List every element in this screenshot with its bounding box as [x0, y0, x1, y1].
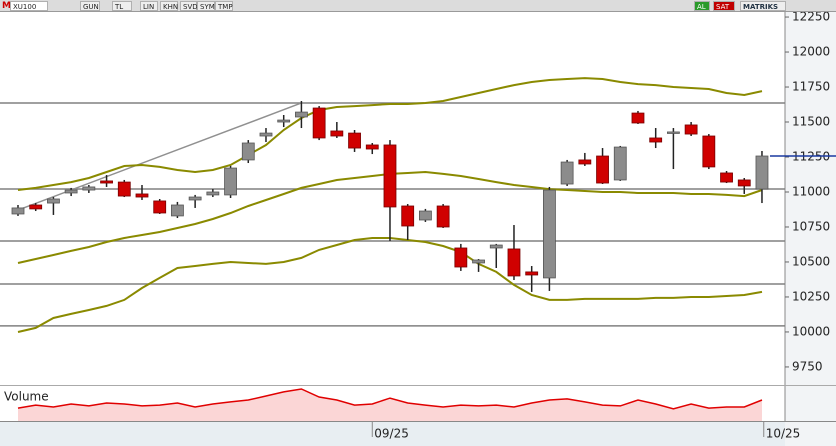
candle-body: [419, 210, 432, 221]
y-tick-label: 11500: [792, 115, 830, 129]
candle-body: [206, 191, 220, 196]
toolbar-button[interactable]: TL: [112, 1, 132, 11]
candle-body: [171, 204, 184, 217]
toolbar-button[interactable]: M: [2, 1, 11, 11]
candle-body: [241, 142, 255, 161]
candle-body: [224, 167, 237, 196]
candle-body: [684, 124, 698, 135]
candle-body: [383, 144, 397, 208]
candle-body: [489, 244, 503, 249]
toolbar-button[interactable]: SVD: [180, 1, 198, 11]
candle-body: [11, 207, 25, 215]
candle-body: [100, 180, 113, 184]
candle-body: [82, 186, 96, 191]
y-tick-label: 10000: [792, 324, 830, 338]
candle-body: [543, 189, 556, 279]
bollinger-upper: [17, 77, 763, 191]
y-tick-label: 10500: [792, 254, 830, 268]
y-tick-label: 11750: [792, 80, 830, 94]
candle-body: [259, 132, 273, 137]
volume-line: [17, 388, 763, 410]
candle-body: [330, 130, 344, 137]
x-tick-label: 10/25: [766, 427, 801, 441]
candle-body: [720, 172, 733, 183]
candle-body: [295, 111, 308, 118]
candle-body: [454, 247, 468, 268]
axis-background: [785, 12, 836, 446]
toolbar-button[interactable]: GUN: [80, 1, 100, 11]
toolbar-button[interactable]: MATRIKS: [740, 1, 786, 11]
candle-body: [436, 205, 450, 228]
toolbar-button[interactable]: SYM: [197, 1, 215, 11]
candle-body: [631, 112, 645, 124]
volume-area: [17, 389, 762, 421]
volume-label: Volume: [4, 390, 49, 404]
y-tick-label: 12000: [792, 45, 830, 59]
candle-body: [507, 248, 521, 277]
candle-body: [560, 161, 574, 185]
candle-body: [135, 193, 149, 198]
candle-body: [348, 132, 361, 149]
candle-body: [578, 159, 592, 165]
candle-body: [667, 131, 680, 134]
candle-body: [153, 200, 167, 214]
candle-body: [755, 155, 769, 190]
candle-body: [702, 135, 716, 168]
y-tick-label: 12250: [792, 12, 830, 24]
candle-body: [277, 119, 291, 123]
candle-body: [47, 198, 60, 204]
toolbar-button[interactable]: TMP: [215, 1, 233, 11]
chart: 9750100001025010500107501100011250115001…: [0, 12, 836, 446]
candle-body: [649, 137, 663, 143]
toolbar-button[interactable]: XU100: [10, 1, 48, 11]
candle-body: [188, 196, 202, 201]
candle-body: [472, 259, 485, 264]
candle-body: [596, 155, 609, 184]
candle-body: [312, 107, 326, 139]
candle-body: [29, 204, 43, 210]
y-tick-label: 11000: [792, 184, 830, 198]
candle-body: [401, 205, 415, 227]
x-tick-label: 09/25: [374, 427, 409, 441]
toolbar-button[interactable]: AL: [694, 1, 710, 11]
candle-body: [64, 189, 78, 194]
toolbar-button[interactable]: LIN: [140, 1, 158, 11]
candle-body: [117, 181, 131, 197]
y-tick-label: 10750: [792, 219, 830, 233]
y-tick-label: 10250: [792, 289, 830, 303]
toolbar-button[interactable]: KHN: [160, 1, 178, 11]
y-tick-label: 9750: [792, 359, 823, 373]
toolbar: M XU100 GUN TL LIN KHN SVD SYM TMP AL SAT MATRIKS: [0, 0, 836, 12]
toolbar-button[interactable]: SAT: [713, 1, 735, 11]
candle-body: [365, 144, 379, 150]
candle-body: [525, 271, 539, 276]
candle-body: [613, 146, 627, 181]
candle-body: [737, 179, 751, 187]
